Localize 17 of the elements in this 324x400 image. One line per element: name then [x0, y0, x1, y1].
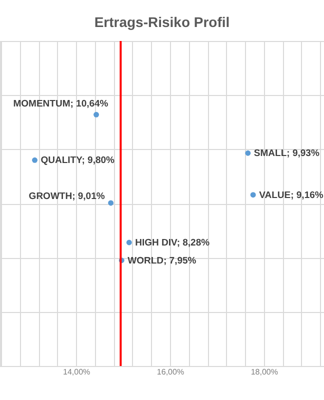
- x-tick-label: 18,00%: [250, 368, 278, 376]
- data-label: HIGH DIV; 8,28%: [135, 238, 210, 248]
- point: [250, 192, 256, 198]
- point: [94, 112, 99, 118]
- point: [245, 150, 251, 156]
- chart-title: Ertrags-Risiko Profil: [94, 14, 230, 30]
- data-label: GROWTH; 9,01%: [28, 190, 106, 202]
- data-label: QUALITY; 9,80%: [40, 155, 116, 166]
- data-label: SMALL; 9,93%: [254, 148, 320, 160]
- point: [126, 240, 132, 246]
- point: [32, 157, 38, 163]
- data-label: MOMENTUM; 10,64%: [13, 98, 109, 110]
- data-label: WORLD; 7,95%: [128, 255, 197, 266]
- point: [108, 200, 114, 206]
- x-tick-label: 14,00%: [63, 368, 90, 376]
- data-label: VALUE; 9,16%: [259, 190, 324, 201]
- x-tick-label: 16,00%: [156, 368, 184, 376]
